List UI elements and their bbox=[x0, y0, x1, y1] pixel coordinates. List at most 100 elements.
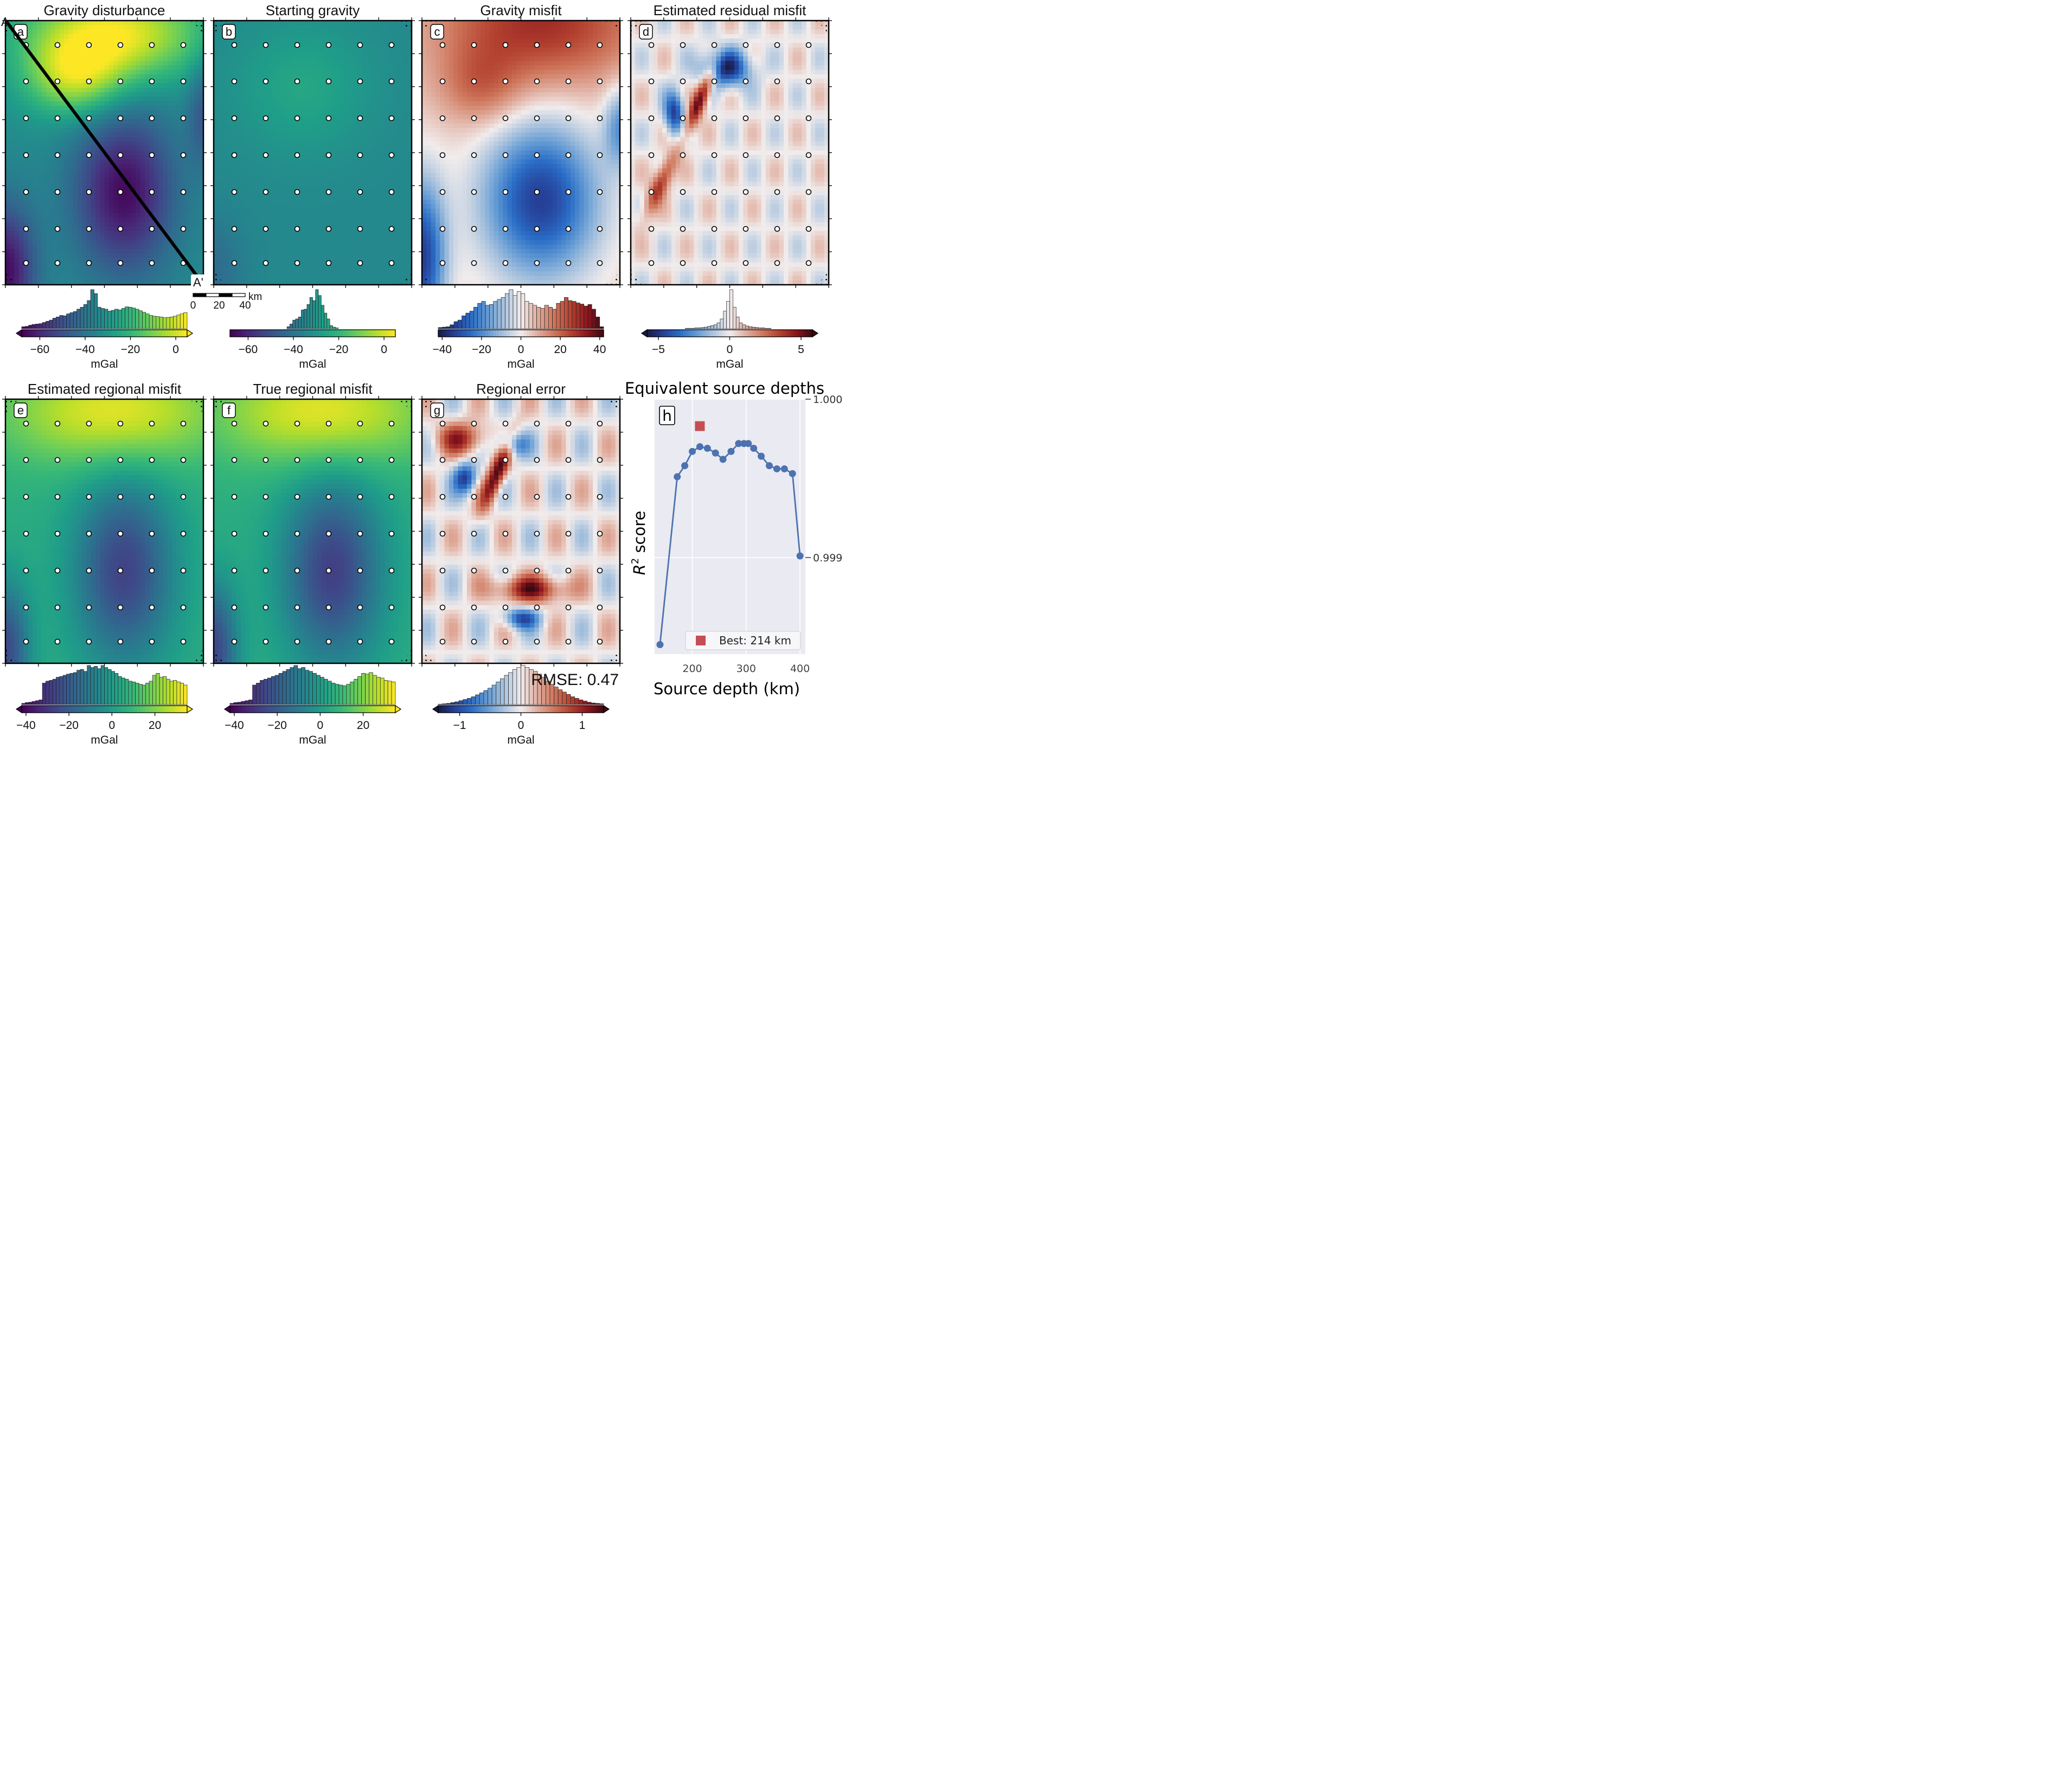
histogram-bar bbox=[128, 681, 132, 705]
histogram-bar bbox=[138, 684, 143, 705]
constraint-point bbox=[471, 420, 477, 427]
histogram-bar bbox=[260, 680, 264, 705]
constraint-point bbox=[149, 420, 155, 427]
constraint-point bbox=[565, 567, 572, 574]
constraint-point bbox=[711, 260, 718, 266]
histogram-bar bbox=[21, 703, 25, 705]
constraint-point bbox=[597, 189, 603, 195]
data-point bbox=[674, 473, 681, 481]
masked-corner bbox=[599, 399, 620, 420]
constraint-point bbox=[565, 494, 572, 500]
histogram-bar bbox=[685, 328, 689, 329]
colorbar-tick-label: −20 bbox=[121, 343, 140, 356]
histogram-bar bbox=[290, 667, 294, 705]
histogram-bar bbox=[292, 319, 296, 329]
constraint-point bbox=[357, 152, 363, 158]
constraint-point bbox=[54, 189, 61, 195]
constraint-point bbox=[805, 226, 812, 232]
histogram-bar bbox=[540, 308, 545, 329]
panel-a-gravity-disturbance: Gravity disturbance a −60 −40 −20 0 mGal bbox=[2, 2, 207, 370]
constraint-point bbox=[388, 78, 395, 85]
histogram-bar bbox=[295, 318, 299, 329]
legend-label: Best: 214 km bbox=[719, 634, 791, 647]
constraint-point bbox=[54, 226, 61, 232]
histogram-bar bbox=[111, 671, 115, 705]
histogram-bar bbox=[309, 671, 313, 705]
histogram-bar bbox=[156, 673, 160, 705]
constraint-point bbox=[262, 42, 269, 48]
constraint-point bbox=[149, 42, 155, 48]
colorbar: −5 0 5 mGal bbox=[641, 329, 819, 370]
constraint-point bbox=[262, 457, 269, 463]
histogram-bar bbox=[501, 297, 505, 329]
constraint-point bbox=[357, 115, 363, 121]
constraint-point bbox=[294, 638, 300, 645]
histogram-bar bbox=[80, 307, 84, 329]
constraint-point bbox=[294, 604, 300, 611]
panel-title: Estimated regional misfit bbox=[28, 381, 182, 397]
constraint-point bbox=[711, 189, 718, 195]
histogram-bar bbox=[767, 328, 772, 329]
histogram-bar bbox=[521, 293, 526, 329]
constraint-point bbox=[357, 260, 363, 266]
plot-area bbox=[655, 399, 805, 654]
histogram-bar bbox=[145, 683, 150, 705]
histogram-bar bbox=[446, 703, 451, 705]
constraint-point bbox=[180, 78, 187, 85]
panel-letter-box bbox=[14, 402, 28, 418]
masked-corner bbox=[631, 264, 651, 285]
constraint-point bbox=[565, 42, 572, 48]
constraint-point bbox=[439, 78, 446, 85]
histogram-bar bbox=[21, 327, 25, 329]
histogram-bar bbox=[463, 699, 468, 705]
histogram-bar bbox=[135, 683, 139, 705]
profile-start-label: A bbox=[1, 15, 9, 29]
histogram-bar bbox=[554, 687, 559, 705]
constraint-point bbox=[357, 189, 363, 195]
constraint-point bbox=[439, 457, 446, 463]
constraint-point bbox=[180, 152, 187, 158]
constraint-point bbox=[180, 567, 187, 574]
masked-corner bbox=[808, 264, 829, 285]
panel-letter: b bbox=[226, 25, 232, 39]
constraint-point bbox=[231, 457, 238, 463]
histogram-bar bbox=[28, 702, 33, 705]
constraint-point bbox=[388, 604, 395, 611]
histogram-bar bbox=[56, 317, 60, 329]
histogram-bar bbox=[173, 316, 177, 329]
constraint-point bbox=[86, 530, 92, 537]
histogram-bar bbox=[97, 307, 101, 329]
histogram-bar bbox=[152, 316, 157, 329]
histogram-bar bbox=[570, 696, 575, 705]
constraint-point bbox=[471, 152, 477, 158]
histogram-bar bbox=[548, 307, 553, 329]
constraint-point bbox=[325, 189, 332, 195]
histogram-bar bbox=[229, 703, 234, 705]
histogram-bar bbox=[755, 327, 759, 329]
colorbar: −40 −20 0 20 mGal bbox=[15, 705, 194, 746]
histogram-bar bbox=[516, 667, 521, 705]
histogram-bar bbox=[237, 702, 242, 705]
constraint-point bbox=[117, 567, 124, 574]
colorbar: −40 −20 0 20 40 mGal bbox=[432, 329, 606, 370]
constraint-point bbox=[54, 604, 61, 611]
histogram-bar bbox=[716, 322, 721, 329]
constraint-point bbox=[565, 226, 572, 232]
map-ticks bbox=[419, 396, 623, 667]
histogram-bar bbox=[568, 300, 573, 329]
constraint-point bbox=[597, 638, 603, 645]
histogram-bar bbox=[176, 315, 181, 329]
histogram-bar bbox=[149, 315, 153, 329]
histogram-bar bbox=[595, 317, 600, 329]
histogram-bar bbox=[438, 703, 443, 705]
constraint-point bbox=[439, 604, 446, 611]
scalebar-segment bbox=[193, 293, 207, 297]
histogram-bar bbox=[323, 679, 328, 705]
constraint-point bbox=[388, 189, 395, 195]
constraint-point bbox=[680, 42, 686, 48]
constraint-point bbox=[711, 226, 718, 232]
histogram-bar bbox=[87, 300, 91, 329]
constraint-point bbox=[54, 494, 61, 500]
constraint-point bbox=[774, 260, 780, 266]
